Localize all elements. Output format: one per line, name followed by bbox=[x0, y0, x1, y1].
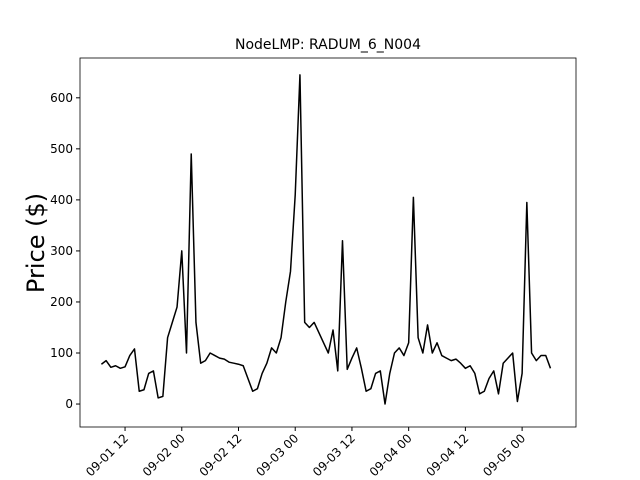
y-tick-label: 0 bbox=[65, 397, 73, 411]
y-axis-label: Price ($) bbox=[22, 193, 50, 293]
y-tick-label: 200 bbox=[50, 295, 73, 309]
y-tick-label: 500 bbox=[50, 142, 73, 156]
y-tick-label: 600 bbox=[50, 91, 73, 105]
price-line bbox=[100, 74, 552, 405]
plot-frame bbox=[79, 57, 577, 428]
y-tick-label: 100 bbox=[50, 346, 73, 360]
chart-title: NodeLMP: RADUM_6_N004 bbox=[235, 37, 421, 53]
y-tick-label: 400 bbox=[50, 193, 73, 207]
y-tick-label: 300 bbox=[50, 244, 73, 258]
